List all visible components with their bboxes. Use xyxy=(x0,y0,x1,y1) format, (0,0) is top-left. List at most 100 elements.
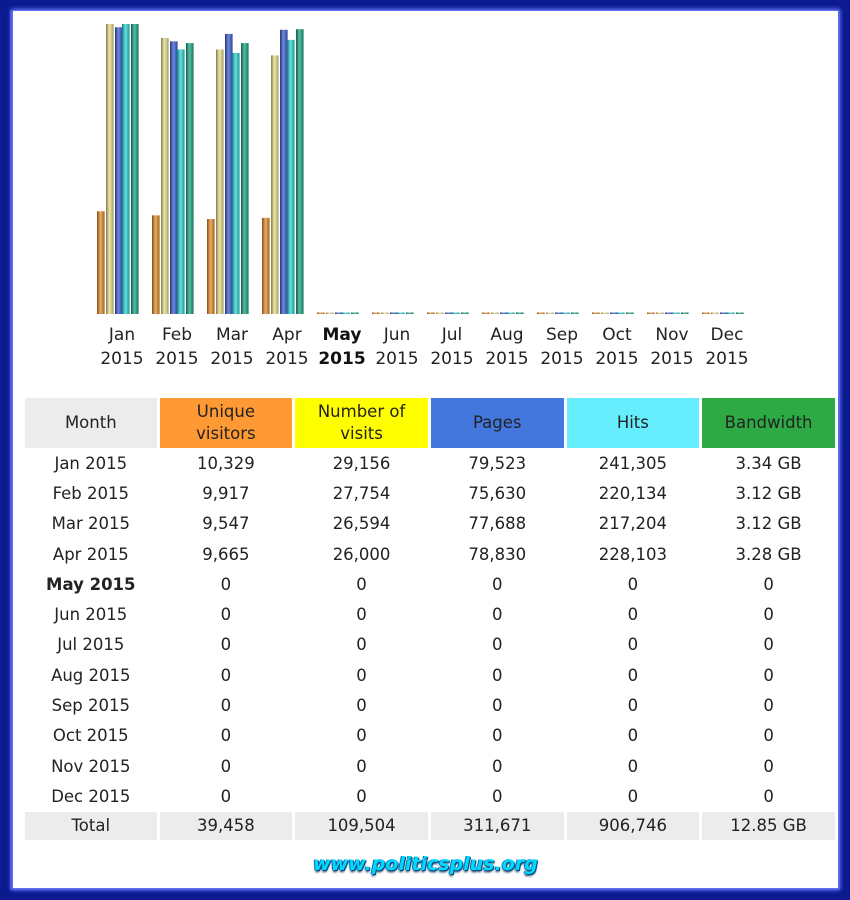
cell-visits: 0 xyxy=(356,665,367,685)
cell-month: Sep 2015 xyxy=(51,696,130,716)
bar-pages-jan-2015 xyxy=(115,27,123,315)
table-header-row: Month Unique visitors Number of visits Pag… xyxy=(25,398,835,448)
bar-pages-may-2015 xyxy=(335,312,343,314)
bar-pages-jul-2015 xyxy=(445,312,453,314)
cell-unique: 0 xyxy=(220,635,232,655)
bar-number-of-visits-dec-2015 xyxy=(711,312,719,314)
cell-pages: 0 xyxy=(491,756,503,776)
bar-number-of-visits-jul-2015 xyxy=(436,312,444,314)
x-tick-label-mar-2015-line1: Mar xyxy=(216,325,248,345)
x-tick-label-may-2015-line1: May xyxy=(323,325,362,345)
cell-pages: 0 xyxy=(491,726,503,746)
cell-bandwidth: 0 xyxy=(763,726,774,746)
bar-unique-visitors-jun-2015 xyxy=(372,312,380,314)
header-number-of-visits: Number of visits xyxy=(295,398,428,448)
bar-pages-mar-2015 xyxy=(225,33,233,314)
cell-pages: 0 xyxy=(491,605,503,625)
bar-unique-visitors-may-2015 xyxy=(317,312,325,314)
cell-hits: 0 xyxy=(627,726,639,746)
table-row: Dec 2015 0 0 0 0 0 xyxy=(25,781,835,811)
bar-unique-visitors-oct-2015 xyxy=(592,312,600,314)
bar-bandwidth-dec-2015 xyxy=(736,312,744,314)
bar-unique-visitors-jan-2015 xyxy=(97,211,105,314)
bar-number-of-visits-feb-2015 xyxy=(161,37,169,315)
bar-bandwidth-apr-2015 xyxy=(296,29,304,314)
x-tick-label-jun-2015-line1: Jun xyxy=(383,325,411,345)
header-month: Month xyxy=(25,398,157,448)
cell-pages: 0 xyxy=(491,786,503,806)
cell-unique: 9,547 xyxy=(202,514,250,534)
cell-bandwidth: 0 xyxy=(763,605,774,625)
x-tick-label-aug-2015-line2: 2015 xyxy=(485,349,528,369)
table-row: Jun 2015 0 0 0 0 0 xyxy=(25,599,835,629)
cell-month: Jan 2015 xyxy=(54,453,128,473)
table-row: Sep 2015 0 0 0 0 0 xyxy=(25,690,835,720)
bar-bandwidth-feb-2015 xyxy=(186,43,194,314)
cell-visits: 0 xyxy=(356,726,367,746)
cell-pages: 75,630 xyxy=(468,483,527,503)
x-tick-label-jan-2015-line1: Jan xyxy=(108,325,135,345)
cell-month: Feb 2015 xyxy=(52,483,130,503)
bar-unique-visitors-feb-2015 xyxy=(152,215,160,314)
cell-hits: 0 xyxy=(627,635,639,655)
cell-pages: 0 xyxy=(491,574,503,594)
cell-month: Dec 2015 xyxy=(51,786,131,806)
x-tick-label-jul-2015-line2: 2015 xyxy=(430,349,473,369)
bar-bandwidth-jun-2015 xyxy=(406,312,414,314)
cell-bandwidth: 3.34 GB xyxy=(735,453,802,473)
header-unique-line1: Unique xyxy=(196,402,255,421)
cell-unique: 0 xyxy=(220,665,232,685)
header-bandwidth: Bandwidth xyxy=(702,398,835,448)
bar-hits-apr-2015 xyxy=(287,39,295,314)
bar-pages-aug-2015 xyxy=(500,312,508,314)
cell-visits: 26,594 xyxy=(332,514,391,534)
table-row: Oct 2015 0 0 0 0 0 xyxy=(25,721,835,751)
bar-bandwidth-jul-2015 xyxy=(461,312,469,314)
bar-hits-aug-2015 xyxy=(507,312,515,314)
cell-bandwidth: 0 xyxy=(763,696,774,716)
monthly-bar-chart: Jan 2015 Feb 2015 Mar 2015 Apr 2015 May 2015 Jun 20… xyxy=(97,24,749,369)
bar-hits-nov-2015 xyxy=(672,312,680,314)
bar-bandwidth-aug-2015 xyxy=(516,312,524,314)
x-tick-label-nov-2015-line1: Nov xyxy=(655,325,688,345)
cell-unique: 0 xyxy=(220,756,232,776)
cell-hits: 0 xyxy=(627,786,639,806)
bar-number-of-visits-jun-2015 xyxy=(381,312,389,314)
cell-visits: 0 xyxy=(356,635,367,655)
table-row: Jan 2015 10,329 29,156 79,523 241,305 3.34 GB xyxy=(25,448,835,478)
cell-hits: 906,746 xyxy=(566,811,700,840)
cell-bandwidth: 0 xyxy=(763,665,774,685)
bar-hits-jun-2015 xyxy=(397,312,405,314)
bar-hits-oct-2015 xyxy=(617,312,625,314)
bar-hits-mar-2015 xyxy=(232,52,240,315)
bar-number-of-visits-apr-2015 xyxy=(271,55,279,314)
header-visits-line2: visits xyxy=(340,424,383,443)
cell-hits: 241,305 xyxy=(598,453,667,473)
cell-month: Nov 2015 xyxy=(51,756,131,776)
bar-pages-oct-2015 xyxy=(610,312,618,314)
cell-month: Total xyxy=(25,811,157,840)
bar-number-of-visits-may-2015 xyxy=(326,312,334,314)
header-pages: Pages xyxy=(430,398,564,448)
header-unique-line2: visitors xyxy=(196,424,256,443)
bar-pages-nov-2015 xyxy=(665,312,673,314)
cell-hits: 0 xyxy=(627,574,639,594)
bar-number-of-visits-nov-2015 xyxy=(656,312,664,314)
x-tick-label-nov-2015-line2: 2015 xyxy=(650,349,693,369)
cell-month: Jul 2015 xyxy=(57,635,125,655)
bar-bandwidth-may-2015 xyxy=(351,312,359,314)
table-row: Feb 2015 9,917 27,754 75,630 220,134 3.12 GB xyxy=(25,478,835,508)
bar-bandwidth-oct-2015 xyxy=(626,312,634,314)
cell-visits: 26,000 xyxy=(332,544,391,564)
bar-hits-feb-2015 xyxy=(177,49,185,315)
cell-bandwidth: 3.28 GB xyxy=(735,544,802,564)
bar-unique-visitors-jul-2015 xyxy=(427,312,435,314)
watermark-text: www.politicsplus.org xyxy=(313,853,538,875)
monthly-stats-table: Month Unique visitors Number of visits Pag… xyxy=(22,398,838,840)
cell-hits: 217,204 xyxy=(598,514,667,534)
x-tick-label-sep-2015-line1: Sep xyxy=(546,325,578,345)
cell-bandwidth: 0 xyxy=(763,635,774,655)
cell-bandwidth: 3.12 GB xyxy=(735,514,802,534)
cell-pages: 78,830 xyxy=(468,544,527,564)
cell-bandwidth: 0 xyxy=(763,756,774,776)
